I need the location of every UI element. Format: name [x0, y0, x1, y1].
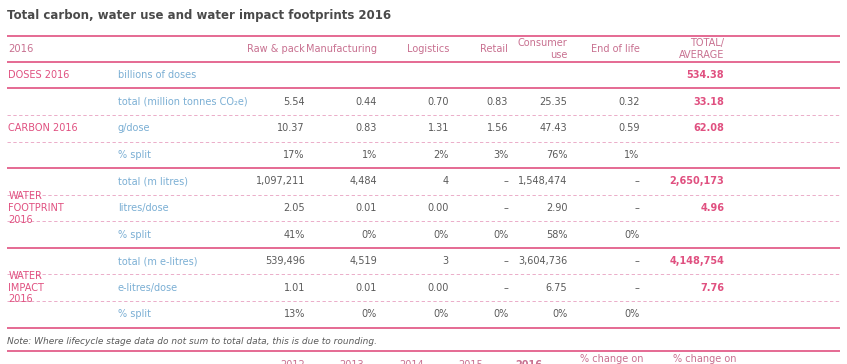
- Text: Total carbon, water use and water impact footprints 2016: Total carbon, water use and water impact…: [7, 9, 391, 22]
- Text: 2.05: 2.05: [283, 203, 305, 213]
- Text: 534.38: 534.38: [687, 70, 724, 80]
- Text: 2.90: 2.90: [546, 203, 567, 213]
- Text: TOTAL/
AVERAGE: TOTAL/ AVERAGE: [678, 38, 724, 60]
- Text: 1,097,211: 1,097,211: [256, 177, 305, 186]
- Text: 4.96: 4.96: [700, 203, 724, 213]
- Text: –: –: [503, 283, 508, 293]
- Text: 41%: 41%: [284, 230, 305, 240]
- Text: 0.83: 0.83: [487, 97, 508, 107]
- Text: –: –: [503, 203, 508, 213]
- Text: 3%: 3%: [493, 150, 508, 160]
- Text: –: –: [634, 203, 639, 213]
- Text: WATER
FOOTPRINT
2016: WATER FOOTPRINT 2016: [8, 191, 64, 225]
- Text: 0.32: 0.32: [618, 97, 639, 107]
- Text: 5.54: 5.54: [283, 97, 305, 107]
- Text: total (m litres): total (m litres): [118, 177, 188, 186]
- Text: total (m e-litres): total (m e-litres): [118, 256, 197, 266]
- Text: WATER
IMPACT
2016: WATER IMPACT 2016: [8, 271, 44, 304]
- Text: –: –: [503, 177, 508, 186]
- Text: 1.31: 1.31: [428, 123, 449, 133]
- Text: % split: % split: [118, 150, 151, 160]
- Text: –: –: [503, 256, 508, 266]
- Text: –: –: [634, 177, 639, 186]
- Text: 2%: 2%: [434, 150, 449, 160]
- Text: 2,650,173: 2,650,173: [669, 177, 724, 186]
- Text: Manufacturing: Manufacturing: [306, 44, 377, 54]
- Text: % change on
2012: % change on 2012: [580, 354, 644, 364]
- Text: Logistics: Logistics: [407, 44, 449, 54]
- Text: Retail: Retail: [480, 44, 508, 54]
- Text: 0%: 0%: [362, 230, 377, 240]
- Text: –: –: [634, 256, 639, 266]
- Text: 1.56: 1.56: [487, 123, 508, 133]
- Text: 0.01: 0.01: [356, 203, 377, 213]
- Text: 25.35: 25.35: [540, 97, 567, 107]
- Text: 6.75: 6.75: [545, 283, 567, 293]
- Text: % split: % split: [118, 230, 151, 240]
- Text: 13%: 13%: [284, 309, 305, 319]
- Text: Note: Where lifecycle stage data do not sum to total data, this is due to roundi: Note: Where lifecycle stage data do not …: [7, 337, 377, 346]
- Text: 17%: 17%: [284, 150, 305, 160]
- Text: 0.00: 0.00: [428, 203, 449, 213]
- Text: 0.01: 0.01: [356, 283, 377, 293]
- Text: 0.00: 0.00: [428, 283, 449, 293]
- Text: –: –: [634, 283, 639, 293]
- Text: 76%: 76%: [546, 150, 567, 160]
- Text: 2016: 2016: [515, 360, 542, 364]
- Text: 0%: 0%: [493, 230, 508, 240]
- Text: billions of doses: billions of doses: [118, 70, 196, 80]
- Text: 1.01: 1.01: [284, 283, 305, 293]
- Text: 0.83: 0.83: [356, 123, 377, 133]
- Text: 0%: 0%: [624, 309, 639, 319]
- Text: DOSES 2016: DOSES 2016: [8, 70, 69, 80]
- Text: 0%: 0%: [552, 309, 567, 319]
- Text: e-litres/dose: e-litres/dose: [118, 283, 178, 293]
- Text: 4: 4: [443, 177, 449, 186]
- Text: % change on
2015: % change on 2015: [673, 354, 737, 364]
- Text: 1,548,474: 1,548,474: [518, 177, 567, 186]
- Text: 33.18: 33.18: [694, 97, 724, 107]
- Text: 2014: 2014: [399, 360, 424, 364]
- Text: 0%: 0%: [624, 230, 639, 240]
- Text: 539,496: 539,496: [265, 256, 305, 266]
- Text: 0%: 0%: [493, 309, 508, 319]
- Text: 7.76: 7.76: [700, 283, 724, 293]
- Text: Consumer
use: Consumer use: [518, 38, 567, 60]
- Text: 62.08: 62.08: [694, 123, 724, 133]
- Text: 3,604,736: 3,604,736: [518, 256, 567, 266]
- Text: 0.70: 0.70: [428, 97, 449, 107]
- Text: 2016: 2016: [8, 44, 34, 54]
- Text: Raw & pack: Raw & pack: [247, 44, 305, 54]
- Text: 0.44: 0.44: [356, 97, 377, 107]
- Text: 2013: 2013: [340, 360, 364, 364]
- Text: 4,519: 4,519: [349, 256, 377, 266]
- Text: 1%: 1%: [624, 150, 639, 160]
- Text: g/dose: g/dose: [118, 123, 150, 133]
- Text: litres/dose: litres/dose: [118, 203, 169, 213]
- Text: 3: 3: [443, 256, 449, 266]
- Text: 2015: 2015: [458, 360, 483, 364]
- Text: total (million tonnes CO₂e): total (million tonnes CO₂e): [118, 97, 247, 107]
- Text: 0%: 0%: [434, 230, 449, 240]
- Text: 0%: 0%: [362, 309, 377, 319]
- Text: % split: % split: [118, 309, 151, 319]
- Text: CARBON 2016: CARBON 2016: [8, 123, 78, 133]
- Text: 47.43: 47.43: [540, 123, 567, 133]
- Text: 2012: 2012: [280, 360, 305, 364]
- Text: 58%: 58%: [546, 230, 567, 240]
- Text: 4,484: 4,484: [349, 177, 377, 186]
- Text: End of life: End of life: [590, 44, 639, 54]
- Text: 1%: 1%: [362, 150, 377, 160]
- Text: 10.37: 10.37: [277, 123, 305, 133]
- Text: 0.59: 0.59: [618, 123, 639, 133]
- Text: 0%: 0%: [434, 309, 449, 319]
- Text: 4,148,754: 4,148,754: [669, 256, 724, 266]
